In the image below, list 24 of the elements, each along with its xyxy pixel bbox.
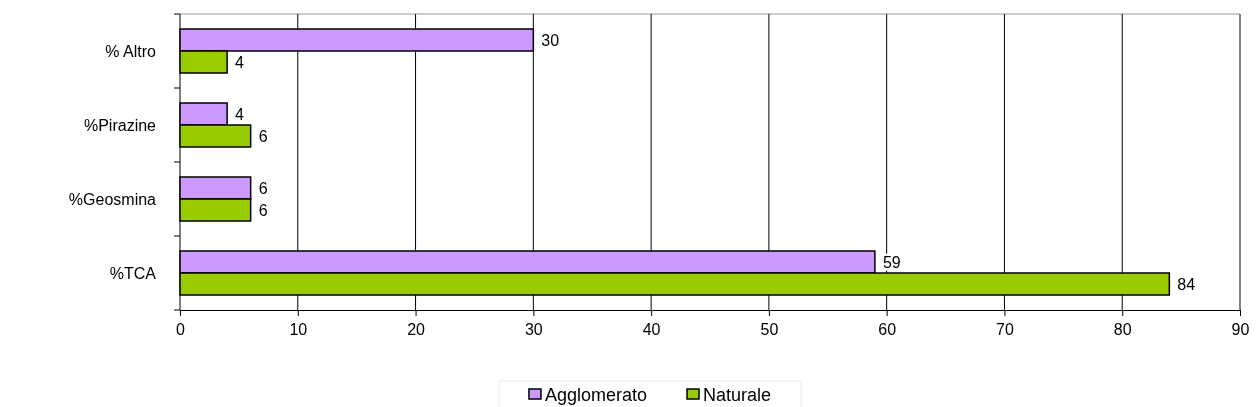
x-tick-label: 40 bbox=[642, 321, 661, 338]
data-label: 30 bbox=[541, 31, 560, 49]
x-tick-label: 70 bbox=[996, 321, 1014, 338]
data-label: 59 bbox=[882, 253, 901, 271]
data-label: 4 bbox=[235, 105, 245, 123]
x-tick-label: 90 bbox=[1231, 321, 1250, 338]
legend-label: Agglomerato bbox=[544, 385, 648, 406]
y-tick-label: %Geosmina bbox=[68, 190, 157, 208]
data-label: 6 bbox=[258, 179, 268, 197]
y-tick-label: %TCA bbox=[109, 264, 157, 282]
y-tick-label: %Pirazine bbox=[83, 116, 157, 134]
legend-label: Naturale bbox=[703, 385, 772, 406]
x-tick-label: 60 bbox=[878, 321, 897, 338]
data-label: 6 bbox=[258, 201, 268, 219]
data-label: 4 bbox=[235, 53, 245, 71]
x-tick-label: 10 bbox=[289, 321, 308, 338]
y-tick-label: % Altro bbox=[105, 42, 157, 60]
x-tick-label: 0 bbox=[176, 321, 186, 338]
data-label: 84 bbox=[1177, 275, 1196, 293]
data-label: 6 bbox=[258, 127, 268, 145]
x-tick-label: 80 bbox=[1113, 321, 1132, 338]
x-tick-label: 20 bbox=[407, 321, 426, 338]
x-tick-label: 50 bbox=[760, 321, 779, 338]
x-tick-label: 30 bbox=[524, 321, 543, 338]
